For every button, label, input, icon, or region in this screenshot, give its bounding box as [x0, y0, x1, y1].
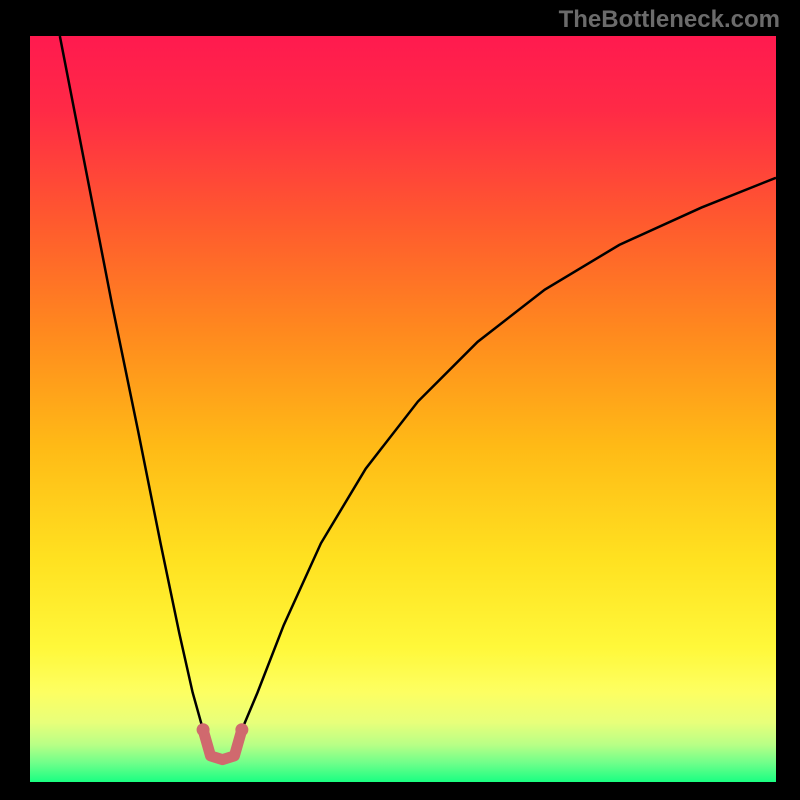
bottleneck-curve-left — [60, 36, 203, 730]
valley-marker-path — [203, 730, 242, 760]
valley-marker-dot-right — [235, 723, 248, 736]
curve-layer — [30, 36, 776, 782]
valley-marker-dot-left — [197, 723, 210, 736]
plot-area — [30, 36, 776, 782]
bottleneck-curve-right — [242, 178, 776, 730]
watermark-text: TheBottleneck.com — [559, 6, 780, 34]
